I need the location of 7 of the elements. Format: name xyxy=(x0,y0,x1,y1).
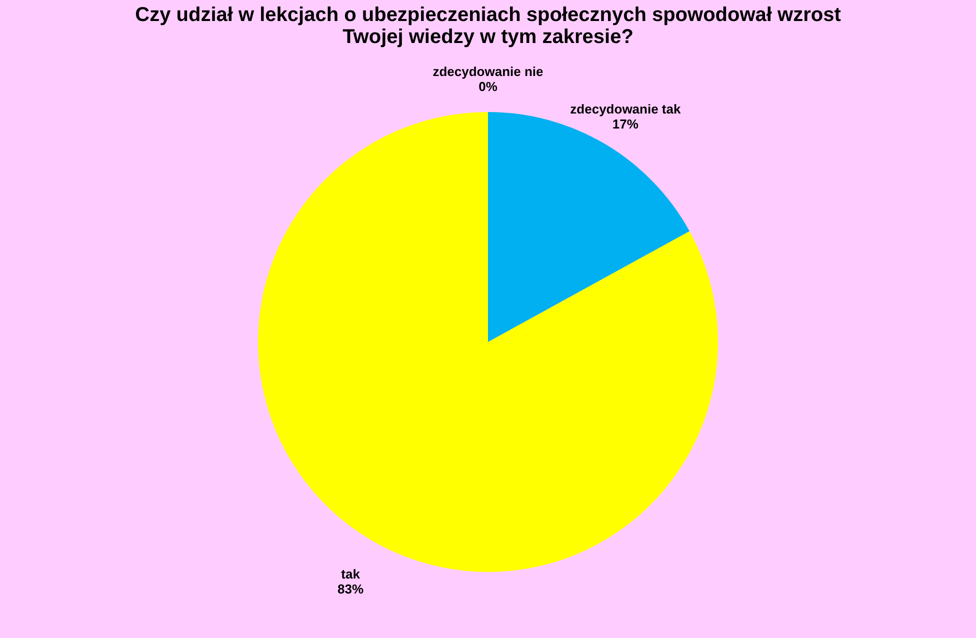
slice-label: tak xyxy=(341,566,361,582)
data-label: 83% xyxy=(338,581,364,596)
chart-title: Czy udział w lekcjach o ubezpieczeniach społecznych spowodował wzrost Twojej wiedzy w tym zakresie? xyxy=(135,4,842,48)
data-label: 17% xyxy=(612,116,639,132)
text: 0% xyxy=(478,79,498,94)
category-label: zdecydowanie nie xyxy=(432,64,544,79)
slice-label: zdecydowanie tak xyxy=(570,102,682,117)
